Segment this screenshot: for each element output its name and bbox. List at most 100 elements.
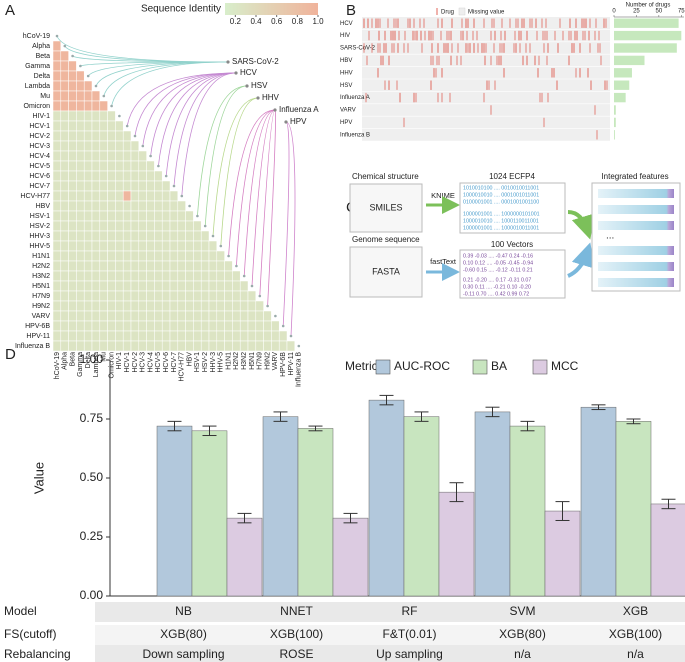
heat-cell [91,290,101,302]
heat-cell [177,220,186,232]
heat-cell [115,330,124,342]
heat-cell [68,250,77,262]
row-label: HCV-2 [29,133,50,140]
tree-branch [181,72,237,197]
heat-cell [263,340,272,352]
heat-cell [60,260,69,272]
heat-cell [161,210,171,222]
heat-cell [247,330,257,342]
heat-cell [169,280,179,292]
heat-cell [115,290,124,302]
heat-cell [216,260,225,272]
tree-branch [228,109,276,257]
feature-box [459,182,566,234]
heat-cell [154,200,163,212]
arrow [567,210,595,240]
row-label: Gamma [25,63,50,70]
heat-cell [99,150,108,162]
tree-branch [212,97,259,237]
heat-cell [224,280,233,292]
heat-cell [138,260,147,272]
heat-cell [99,190,108,202]
heat-cell [122,300,132,312]
heat-cell [99,110,108,122]
heat-cell [60,230,69,242]
column-label: Gamma [77,352,84,377]
feature-bar [598,278,674,287]
heat-cell [107,210,116,222]
heat-cell [154,290,163,302]
heat-cell [138,230,147,242]
heat-cell [76,210,85,222]
row-label: HPV [340,120,352,126]
heat-cell [107,130,116,142]
legend-swatch [532,359,548,375]
heat-cell [91,240,101,252]
heat-cell [68,330,77,342]
heat-cell [91,260,101,272]
bar [191,430,228,597]
table-row-label: Model [4,604,37,618]
heat-cell [76,190,85,202]
table-cell: NB [175,604,192,618]
heat-cell [60,220,69,232]
heat-cell [146,200,155,212]
heat-cell [169,220,179,232]
heat-cell [68,130,77,142]
heat-cell [115,230,124,242]
heat-cell [91,280,101,292]
heat-cell [83,110,93,122]
heat-cell [138,200,147,212]
heat-cell [52,330,62,342]
heat-cell [177,340,186,352]
arrow [567,242,595,278]
heat-cell [232,330,241,342]
bar [614,130,615,140]
heat-cell [107,180,116,192]
heat-cell [185,330,194,342]
heat-cell [200,340,210,352]
heat-cell [208,330,218,342]
tree-branch [285,121,296,337]
heat-cell [99,260,108,272]
row-label: HPV-6B [25,323,50,330]
row-label: Omicron [24,103,51,110]
table-cell: RF [402,604,418,618]
bar [614,55,645,66]
table-cell: F&T(0.01) [382,627,436,641]
heat-cell [216,280,225,292]
heat-cell [138,280,147,292]
table-row [95,645,685,662]
heat-cell [99,330,108,342]
row-label: HCV-3 [29,143,50,150]
heat-cell [146,330,155,342]
heat-cell [161,340,171,352]
heat-cell [130,210,140,222]
vector-row: -0.60 0.15 .... -0.12 -0.11 0.21 [463,267,533,273]
panel-label: A [5,2,15,19]
heat-cell [224,290,233,302]
heat-cell [271,340,280,352]
heat-cell [99,220,108,232]
heat-cell [154,220,163,232]
row-label: SARS-CoV-2 [340,46,376,52]
heat-cell [60,120,69,132]
heat-cell [76,90,85,102]
heat-cell [200,250,210,262]
heat-cell [177,260,186,272]
heat-cell [208,340,218,352]
heat-cell [115,150,124,162]
heat-cell [115,260,124,272]
heat-cell [91,230,101,242]
column-label: HIV-1 [116,352,123,370]
heat-cell [130,330,140,342]
row-label: VARV [32,313,51,320]
step-title: 1024 ECFP4 [489,172,535,181]
heat-cell [185,290,194,302]
heat-cell [216,290,225,302]
heat-cell [169,260,179,272]
heat-cell [52,120,62,132]
heat-cell [185,230,194,242]
heat-cell [83,240,93,252]
y-axis-title: Value [31,462,46,494]
